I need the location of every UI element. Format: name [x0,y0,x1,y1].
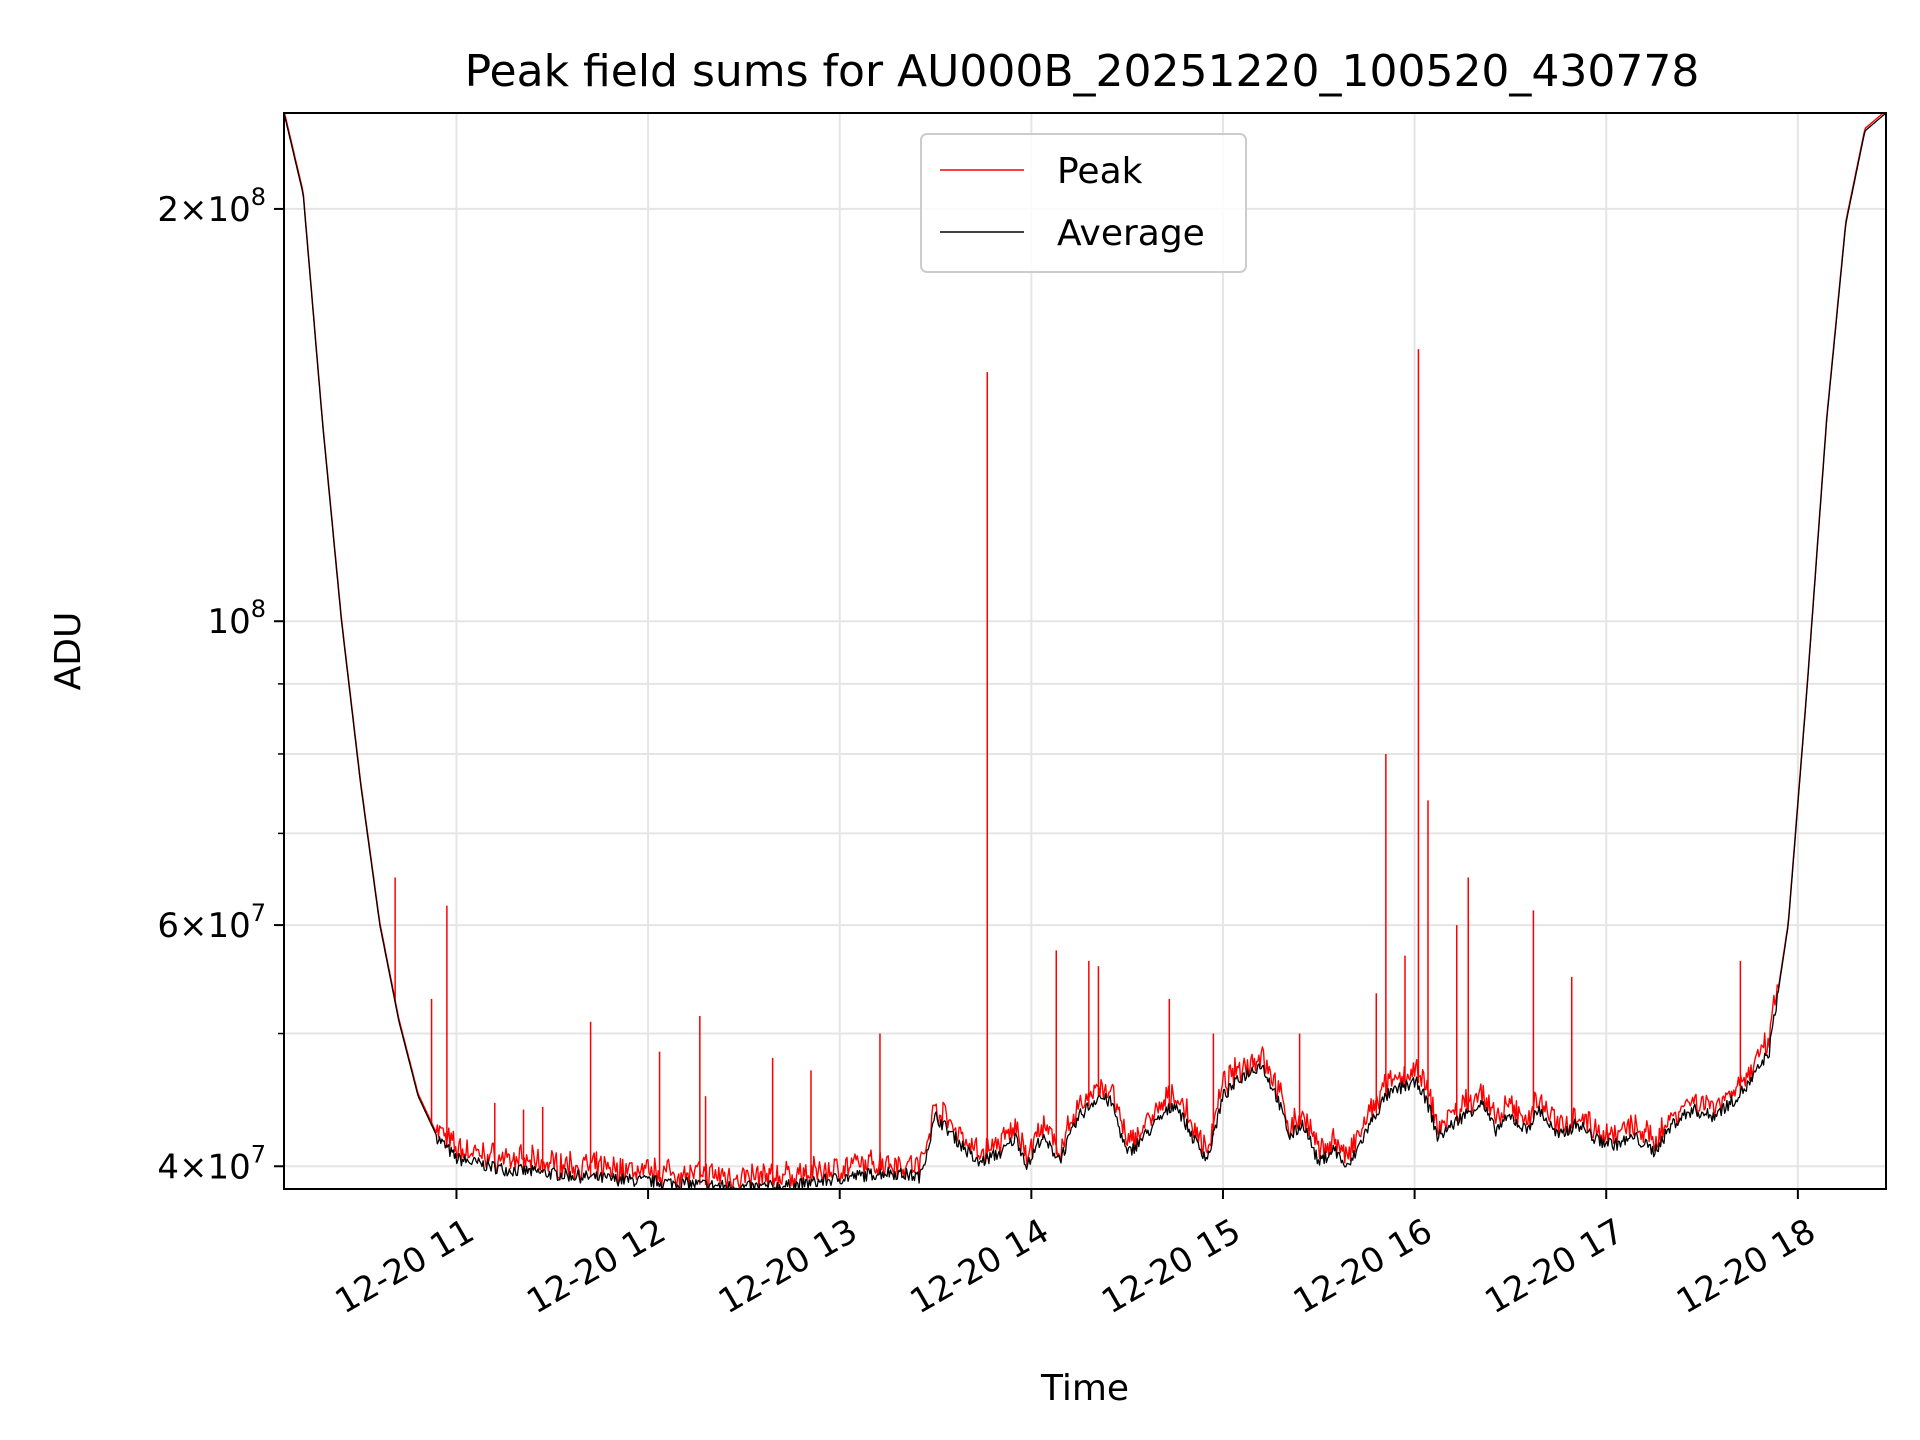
y-tick-label: 6×107 [157,899,266,946]
legend-label-peak: Peak [1057,151,1143,192]
y-tick-label: 2×108 [157,183,266,230]
plot-area [284,113,1886,1189]
legend: Peak Average [920,133,1247,273]
average-line [284,113,1886,1189]
grid-layer [284,113,1886,1189]
y-tick-label: 4×107 [157,1140,266,1187]
legend-box [920,133,1247,273]
y-tick-label: 108 [207,595,266,642]
legend-label-average: Average [1057,213,1205,254]
x-axis-label: Time [1040,1368,1129,1409]
plot-frame [283,112,1887,1190]
chart-title: Peak field sums for AU000B_20251220_1005… [465,46,1700,97]
peak-line [284,113,1885,1189]
y-axis-label: ADU [48,612,89,691]
